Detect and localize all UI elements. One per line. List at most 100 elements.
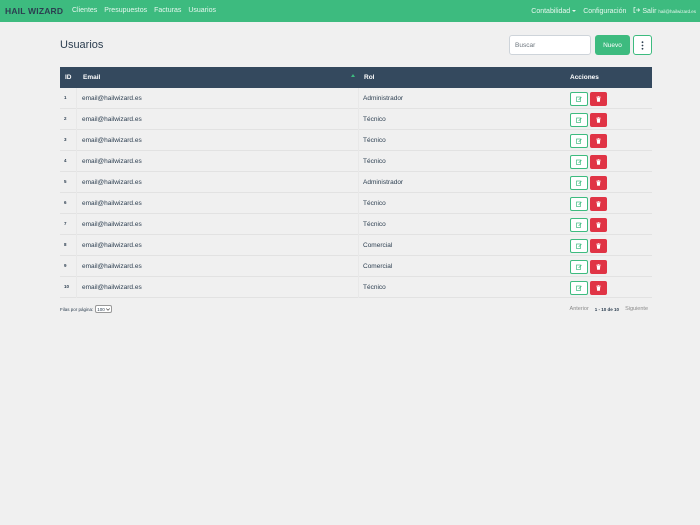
edit-button[interactable]: [570, 92, 588, 106]
table-row: 9 email@hailwizard.es Comercial: [60, 256, 652, 277]
rows-per-page-label: Filas por página:: [60, 306, 94, 312]
edit-button[interactable]: [570, 239, 588, 253]
trash-icon: [596, 117, 601, 123]
cell-email: email@hailwizard.es: [82, 200, 142, 207]
column-divider: [358, 109, 359, 130]
trash-icon: [596, 159, 601, 165]
delete-button[interactable]: [590, 92, 607, 106]
edit-button[interactable]: [570, 281, 588, 295]
pencil-square-icon: [576, 96, 582, 102]
pencil-square-icon: [576, 180, 582, 186]
chevron-down-icon: [105, 307, 110, 311]
pencil-square-icon: [576, 264, 582, 270]
delete-button[interactable]: [590, 239, 607, 253]
edit-button[interactable]: [570, 134, 588, 148]
edit-button[interactable]: [570, 176, 588, 190]
table-row: 6 email@hailwizard.es Técnico: [60, 193, 652, 214]
column-divider: [358, 88, 359, 109]
cell-email: email@hailwizard.es: [82, 221, 142, 228]
column-divider: [76, 109, 77, 130]
cell-rol: Comercial: [363, 242, 393, 249]
cell-id: 10: [64, 284, 70, 289]
edit-button[interactable]: [570, 113, 588, 127]
prev-page-button[interactable]: Anterior: [569, 306, 589, 312]
more-options-button[interactable]: [633, 35, 652, 55]
rows-per-page-select[interactable]: 100: [95, 305, 112, 313]
trash-icon: [596, 180, 601, 186]
cell-email: email@hailwizard.es: [82, 158, 142, 165]
column-divider: [76, 130, 77, 151]
cell-id: 7: [64, 221, 67, 226]
cell-rol: Comercial: [363, 263, 393, 270]
delete-button[interactable]: [590, 260, 607, 274]
column-divider: [358, 151, 359, 172]
edit-button[interactable]: [570, 218, 588, 232]
cell-id: 6: [64, 200, 67, 205]
column-divider: [358, 277, 359, 298]
contabilidad-dropdown[interactable]: Contabilidad: [531, 8, 577, 15]
nav-right: Contabilidad Configuración Salir hail@ha…: [531, 7, 696, 15]
nav-clientes[interactable]: Clientes: [72, 7, 98, 14]
delete-button[interactable]: [590, 197, 607, 211]
table-row: 3 email@hailwizard.es Técnico: [60, 130, 652, 151]
cell-rol: Administrador: [363, 179, 404, 186]
table-row: 2 email@hailwizard.es Técnico: [60, 109, 652, 130]
delete-button[interactable]: [590, 218, 607, 232]
vertical-dots-icon: [641, 40, 644, 50]
edit-button[interactable]: [570, 197, 588, 211]
column-divider: [76, 151, 77, 172]
cell-id: 1: [64, 95, 67, 100]
trash-icon: [596, 264, 601, 270]
table-row: 8 email@hailwizard.es Comercial: [60, 235, 652, 256]
column-divider: [358, 214, 359, 235]
cell-id: 3: [64, 137, 67, 142]
cell-email: email@hailwizard.es: [82, 95, 142, 102]
sort-asc-icon[interactable]: [351, 74, 355, 77]
header-email[interactable]: Email: [83, 74, 101, 81]
nav-facturas[interactable]: Facturas: [154, 7, 182, 14]
cell-id: 8: [64, 242, 67, 247]
edit-button[interactable]: [570, 260, 588, 274]
delete-button[interactable]: [590, 134, 607, 148]
column-divider: [76, 193, 77, 214]
logout-link[interactable]: Salir hail@hailwizard.es: [633, 7, 696, 15]
trash-icon: [596, 222, 601, 228]
delete-button[interactable]: [590, 155, 607, 169]
pencil-square-icon: [576, 201, 582, 207]
cell-rol: Técnico: [363, 137, 386, 144]
trash-icon: [596, 138, 601, 144]
cell-email: email@hailwizard.es: [82, 179, 142, 186]
nav-usuarios[interactable]: Usuarios: [188, 7, 216, 14]
table-row: 7 email@hailwizard.es Técnico: [60, 214, 652, 235]
table-header: ID Email Rol Acciones: [60, 67, 652, 88]
header-id[interactable]: ID: [65, 74, 72, 81]
nav-presupuestos[interactable]: Presupuestos: [104, 7, 148, 14]
delete-button[interactable]: [590, 281, 607, 295]
column-divider: [76, 256, 77, 277]
trash-icon: [596, 243, 601, 249]
trash-icon: [596, 285, 601, 291]
cell-email: email@hailwizard.es: [82, 242, 142, 249]
column-divider: [76, 277, 77, 298]
table-body: 1 email@hailwizard.es Administrador 2 email@…: [60, 88, 652, 298]
nav-configuracion[interactable]: Configuración: [583, 7, 627, 15]
new-user-button[interactable]: Nuevo: [595, 35, 630, 55]
edit-button[interactable]: [570, 155, 588, 169]
search-input[interactable]: [509, 35, 591, 55]
next-page-button[interactable]: Siguiente: [625, 306, 648, 312]
column-divider: [358, 130, 359, 151]
table-row: 5 email@hailwizard.es Administrador: [60, 172, 652, 193]
brand-logo[interactable]: HAIL WIZARD: [5, 6, 64, 16]
cell-id: 2: [64, 116, 67, 121]
column-divider: [358, 256, 359, 277]
pencil-square-icon: [576, 285, 582, 291]
cell-rol: Técnico: [363, 284, 386, 291]
pencil-square-icon: [576, 243, 582, 249]
header-rol[interactable]: Rol: [364, 74, 375, 81]
cell-email: email@hailwizard.es: [82, 284, 142, 291]
delete-button[interactable]: [590, 176, 607, 190]
delete-button[interactable]: [590, 113, 607, 127]
table-row: 10 email@hailwizard.es Técnico: [60, 277, 652, 298]
cell-id: 5: [64, 179, 67, 184]
cell-email: email@hailwizard.es: [82, 137, 142, 144]
